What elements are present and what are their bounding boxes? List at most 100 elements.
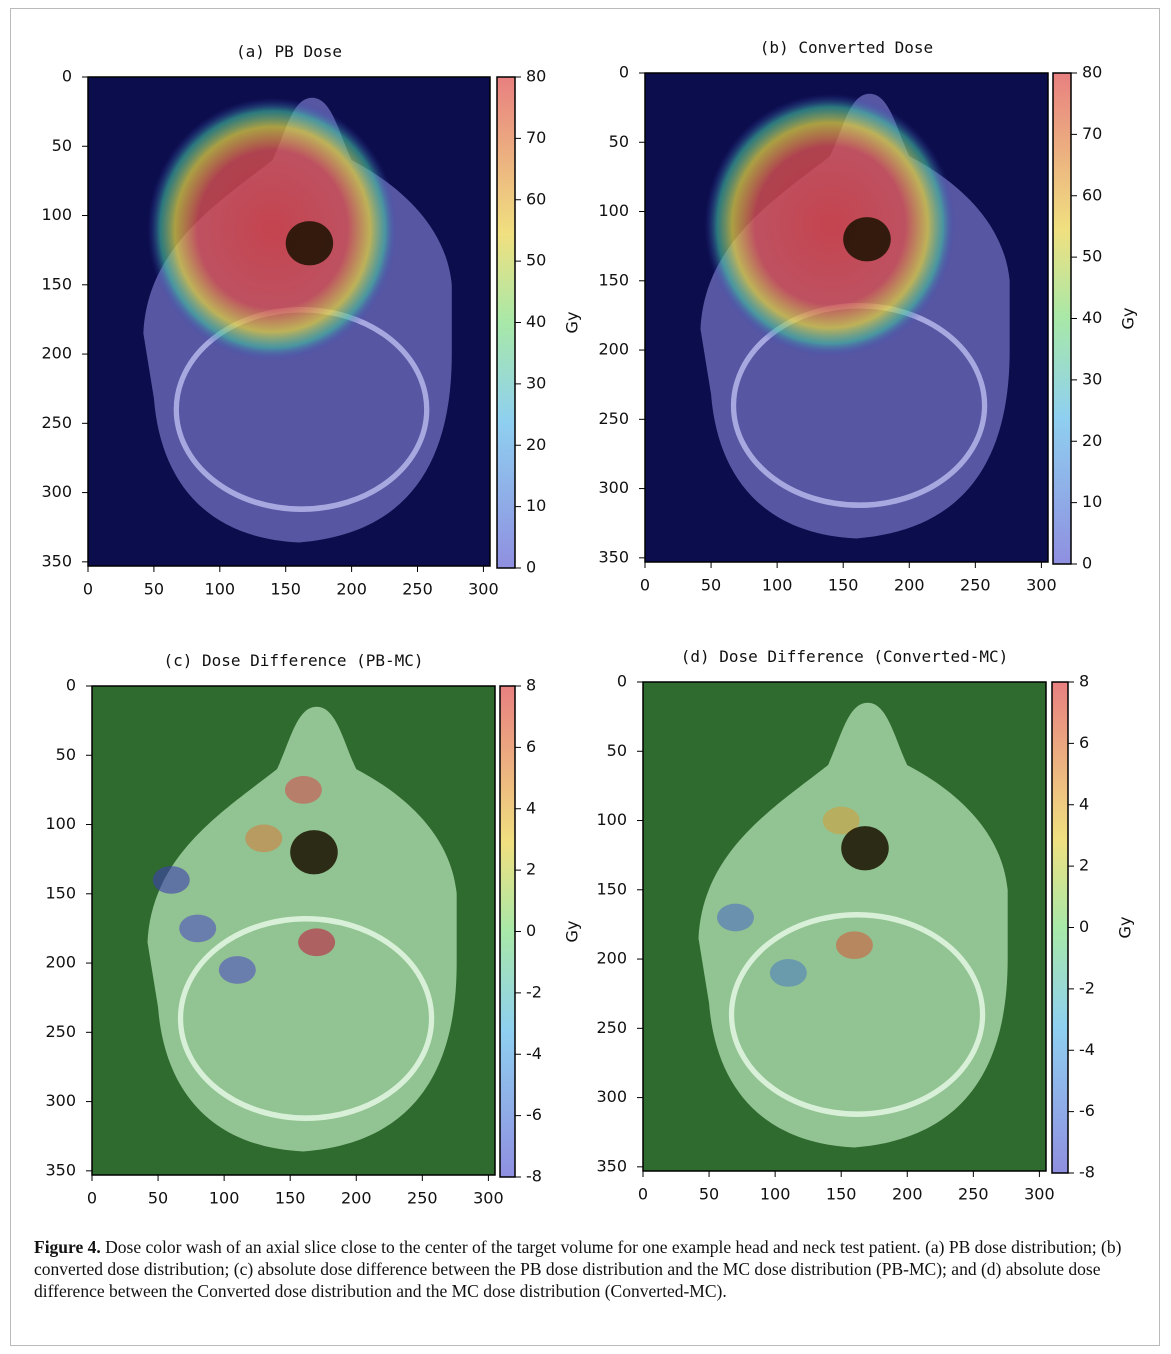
x-tick-label: 50 xyxy=(699,1185,719,1204)
y-tick-label: 0 xyxy=(619,63,629,82)
y-tick-label: 50 xyxy=(56,745,76,764)
x-tick-label: 300 xyxy=(1024,1185,1055,1204)
panel-title: (c) Dose Difference (PB-MC) xyxy=(163,651,423,670)
caption-text: Dose color wash of an axial slice close … xyxy=(34,1237,1122,1301)
cavity xyxy=(285,221,334,266)
y-tick-label: 250 xyxy=(41,413,72,432)
colorbar-tick-label: 4 xyxy=(1079,794,1089,813)
colorbar-tick-label: 8 xyxy=(1079,672,1089,691)
panel-title: (d) Dose Difference (Converted-MC) xyxy=(681,647,1009,666)
ct-image xyxy=(698,702,1008,1148)
x-tick-label: 100 xyxy=(762,576,793,595)
colorbar-tick-label: 6 xyxy=(1079,733,1089,752)
head-outline xyxy=(147,706,457,1152)
colorbar-tick-label: 0 xyxy=(1082,554,1092,573)
head-outline xyxy=(698,702,1008,1148)
cavity xyxy=(841,826,889,871)
y-tick-label: 200 xyxy=(45,953,76,972)
difference-spot xyxy=(835,931,873,960)
colorbar-tick-label: 6 xyxy=(526,737,536,756)
difference-spot xyxy=(822,806,860,835)
colorbar-tick-label: -6 xyxy=(526,1105,542,1124)
colorbar-tick-label: 0 xyxy=(1079,917,1089,936)
y-tick-label: 200 xyxy=(596,949,627,968)
colorbar-tick-label: 2 xyxy=(1079,856,1089,875)
x-tick-label: 50 xyxy=(701,576,721,595)
y-tick-label: 50 xyxy=(609,132,629,151)
caption: Figure 4. Dose color wash of an axial sl… xyxy=(34,1236,1134,1302)
y-tick-label: 300 xyxy=(45,1091,76,1110)
colorbar-tick-label: -4 xyxy=(526,1044,542,1063)
y-tick-label: 350 xyxy=(41,551,72,570)
colorbar-tick-label: 10 xyxy=(526,496,546,515)
x-tick-label: 50 xyxy=(148,1189,168,1208)
y-tick-label: 0 xyxy=(62,67,72,86)
x-tick-label: 300 xyxy=(1026,576,1057,595)
y-tick-label: 100 xyxy=(596,810,627,829)
y-tick-label: 350 xyxy=(596,1156,627,1175)
y-tick-label: 250 xyxy=(598,409,629,428)
plot-frame xyxy=(87,76,491,567)
cavity xyxy=(843,217,891,262)
colorbar xyxy=(1052,72,1072,565)
colorbar-tick-label: 4 xyxy=(526,798,536,817)
colorbar-tick-label: 80 xyxy=(526,67,546,86)
x-tick-label: 250 xyxy=(960,576,991,595)
y-tick-label: 150 xyxy=(596,879,627,898)
colorbar-tick-label: 0 xyxy=(526,921,536,940)
colorbar-tick-label: 50 xyxy=(1082,247,1102,266)
x-tick-label: 200 xyxy=(892,1185,923,1204)
colorbar-tick-label: 20 xyxy=(526,435,546,454)
skull xyxy=(728,911,986,1117)
colorbar-tick-label: 40 xyxy=(526,312,546,331)
difference-spot xyxy=(218,956,256,984)
y-tick-label: 100 xyxy=(598,201,629,220)
x-tick-label: 50 xyxy=(144,580,164,599)
y-tick-label: 250 xyxy=(45,1022,76,1041)
y-tick-label: 300 xyxy=(41,482,72,501)
colorbar-tick-label: 8 xyxy=(526,676,536,695)
y-tick-label: 100 xyxy=(45,814,76,833)
y-tick-label: 200 xyxy=(598,340,629,359)
x-tick-label: 0 xyxy=(87,1189,97,1208)
difference-spot xyxy=(179,914,217,943)
y-tick-label: 350 xyxy=(598,547,629,566)
difference-spot xyxy=(769,959,807,987)
dose-region xyxy=(704,93,956,357)
ct-image xyxy=(147,706,457,1152)
x-tick-label: 100 xyxy=(209,1189,240,1208)
y-tick-label: 200 xyxy=(41,344,72,363)
colorbar-tick-label: 40 xyxy=(1082,308,1102,327)
y-tick-label: 0 xyxy=(617,672,627,691)
y-tick-label: 0 xyxy=(66,676,76,695)
y-tick-label: 350 xyxy=(45,1160,76,1179)
x-tick-label: 300 xyxy=(473,1189,504,1208)
x-tick-label: 150 xyxy=(270,580,301,599)
colorbar-tick-label: 0 xyxy=(526,558,536,577)
x-tick-label: 200 xyxy=(894,576,925,595)
colorbar-tick-label: -8 xyxy=(526,1167,542,1186)
ct-image xyxy=(143,97,452,543)
colorbar-tick-label: -4 xyxy=(1079,1040,1095,1059)
difference-spot xyxy=(245,824,283,853)
colorbar-label: Gy xyxy=(563,312,582,334)
y-tick-label: 150 xyxy=(41,274,72,293)
colorbar-tick-label: 70 xyxy=(526,128,546,147)
y-tick-label: 300 xyxy=(598,478,629,497)
skull xyxy=(177,915,435,1121)
x-tick-label: 300 xyxy=(468,580,499,599)
x-tick-label: 250 xyxy=(407,1189,438,1208)
dose-region xyxy=(147,97,398,361)
x-tick-label: 0 xyxy=(638,1185,648,1204)
x-tick-label: 200 xyxy=(341,1189,372,1208)
colorbar-tick-label: 70 xyxy=(1082,124,1102,143)
x-tick-label: 100 xyxy=(760,1185,791,1204)
plot-frame xyxy=(644,72,1049,563)
x-tick-label: 100 xyxy=(205,580,236,599)
colorbar xyxy=(499,685,516,1178)
colorbar-tick-label: 50 xyxy=(526,251,546,270)
difference-spot xyxy=(152,866,190,894)
colorbar-label: Gy xyxy=(1119,308,1138,330)
difference-spot xyxy=(298,928,336,957)
